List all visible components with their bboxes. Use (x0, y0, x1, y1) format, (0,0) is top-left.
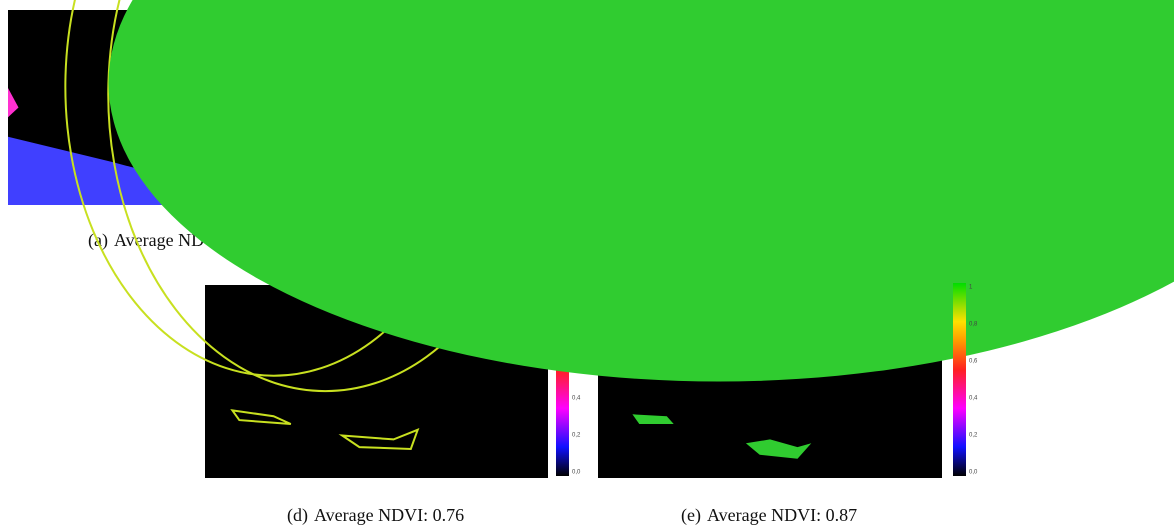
panel: 1 0,8 0,6 0,4 0,2 0,0 (e) Average NDVI: 0.87 (108, 0, 1174, 526)
panel-label: (e) (681, 505, 701, 526)
vegetation-region (108, 0, 1174, 382)
vegetation-region (338, 428, 420, 451)
panel-caption: Average NDVI: 0.87 (707, 505, 857, 525)
colorbar-tick-label: 0,8 (969, 322, 978, 328)
panel-caption: Average NDVI: 0.76 (314, 505, 464, 525)
colorbar-tick-label: 0,4 (969, 396, 978, 402)
vegetation-region (632, 414, 674, 424)
vegetation-region (745, 439, 812, 459)
colorbar-tick-label: 0,2 (969, 433, 978, 439)
vegetation-region (8, 88, 19, 118)
panel-label: (d) (287, 505, 308, 526)
colorbar-tick-label: 0,2 (572, 433, 581, 439)
colorbar-tick-label: 0,6 (969, 359, 978, 365)
colorbar-tick-label: 0,0 (969, 470, 978, 476)
colorbar (953, 283, 966, 476)
colorbar-tick-label: 0,0 (572, 470, 581, 476)
vegetation-region (230, 409, 292, 425)
colorbar-tick-label: 1 (969, 285, 973, 291)
colorbar-tick-label: 0,4 (572, 396, 581, 402)
